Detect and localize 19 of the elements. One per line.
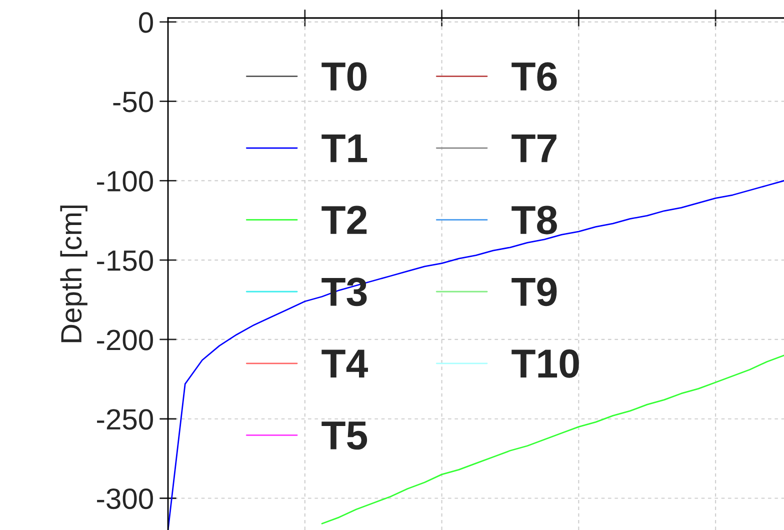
- y-tick-label: -200: [97, 330, 153, 350]
- legend-label: T5: [322, 422, 368, 450]
- legend-label: T4: [322, 350, 368, 378]
- y-tick-label: -50: [113, 92, 153, 112]
- legend-label: T9: [512, 278, 557, 306]
- y-tick-label: -100: [97, 170, 153, 192]
- y-tick-label: 0: [139, 12, 153, 33]
- legend-label: T0: [322, 62, 367, 91]
- legend-label: T10: [512, 349, 579, 378]
- y-tick-label: -300: [97, 488, 153, 510]
- legend-label: T1: [322, 134, 368, 162]
- legend-label: T6: [512, 62, 557, 91]
- legend-label: T7: [512, 134, 556, 162]
- legend-label: T8: [512, 206, 557, 234]
- legend-label: T2: [322, 206, 367, 234]
- y-tick-label: -150: [97, 250, 153, 271]
- y-axis-title: Depth [cm]: [60, 206, 88, 342]
- y-tick-label: -250: [97, 409, 153, 430]
- line-series: [168, 180, 784, 530]
